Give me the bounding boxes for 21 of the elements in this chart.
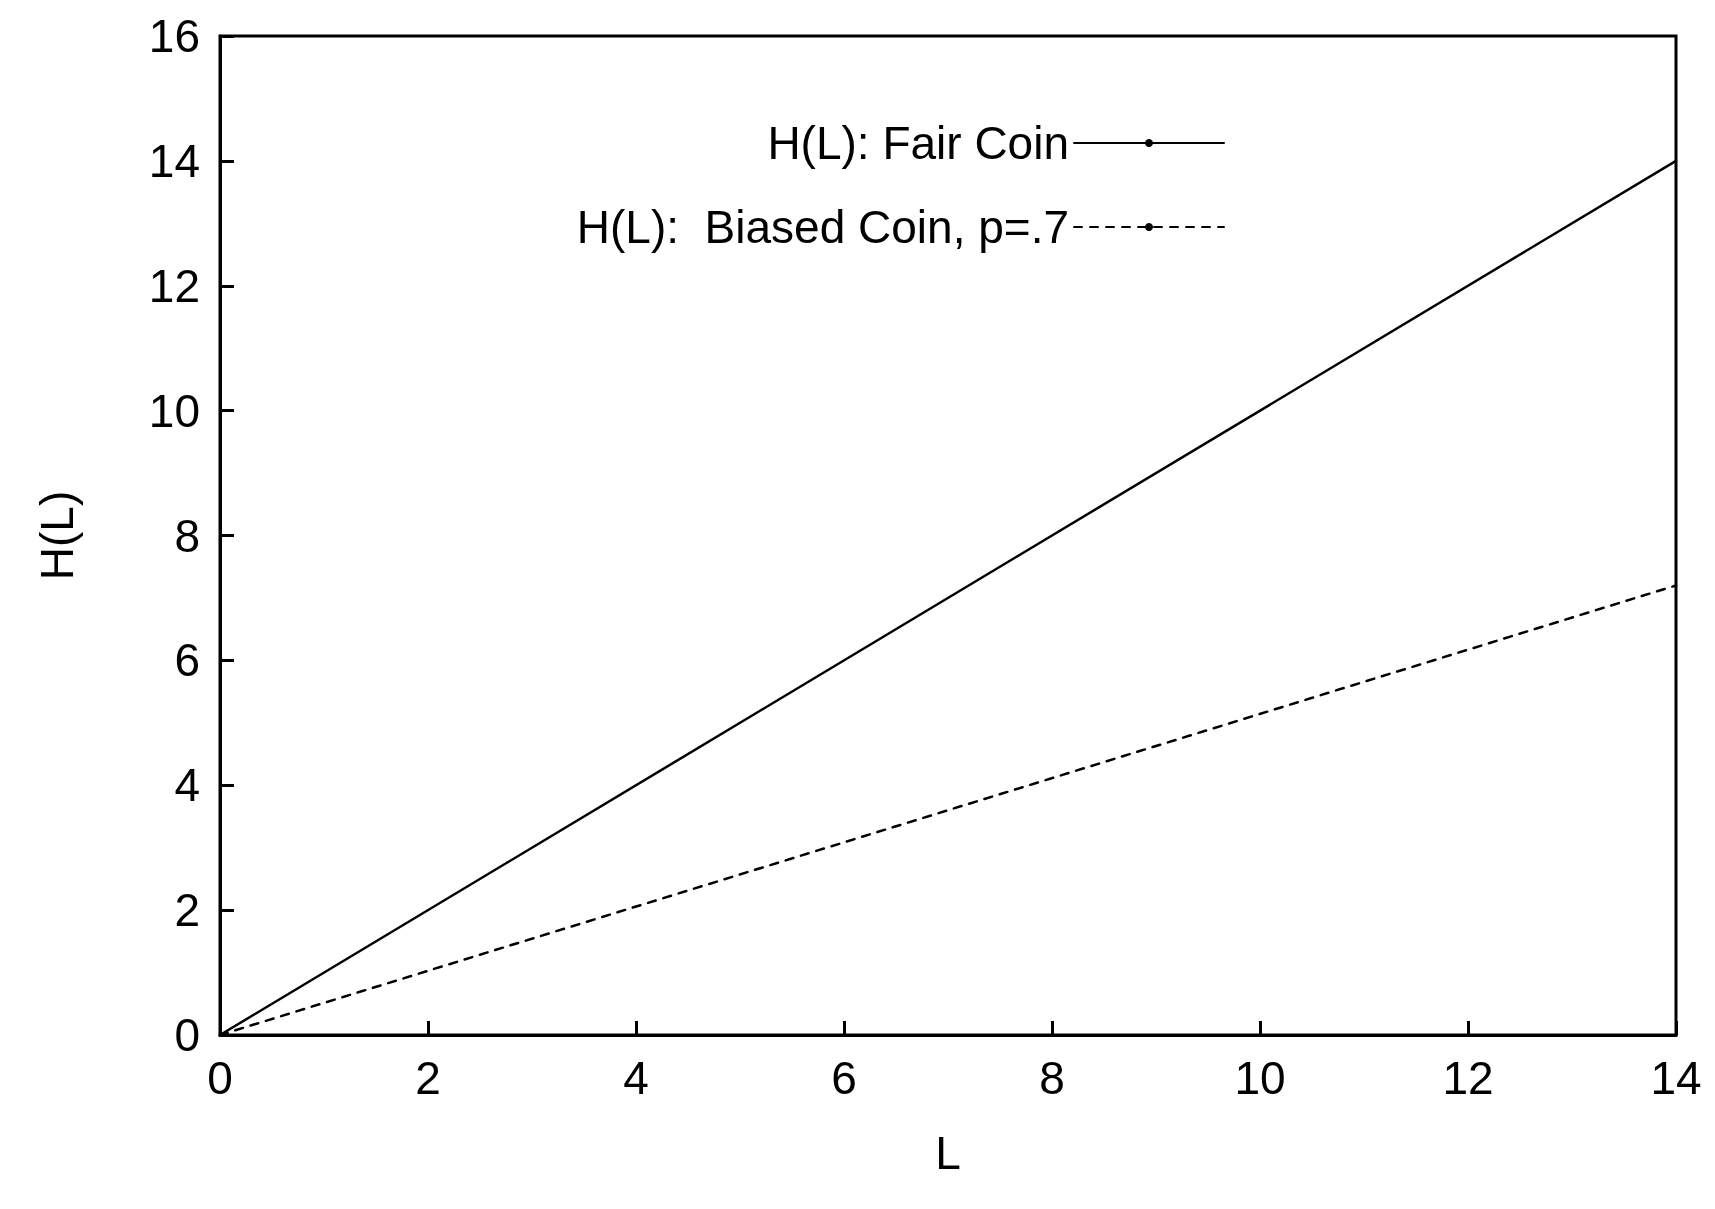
y-tick-label: 4: [174, 759, 200, 812]
x-tick-label: 0: [207, 1052, 233, 1104]
x-tick-label: 14: [1650, 1052, 1702, 1104]
x-tick-label: 6: [831, 1052, 857, 1104]
x-tick-label: 8: [1039, 1052, 1065, 1104]
y-tick-label: 8: [174, 509, 200, 562]
x-axis-title: L: [935, 1127, 961, 1179]
y-tick-label: 12: [148, 259, 200, 312]
x-tick-label: 4: [623, 1052, 649, 1104]
y-tick-label: 0: [174, 1009, 200, 1061]
y-tick-label: 2: [174, 884, 200, 937]
y-tick-label: 16: [148, 10, 200, 62]
legend-label: H(L): Biased Coin, p=.7: [576, 201, 1069, 253]
y-tick-label: 14: [148, 134, 200, 187]
y-tick-label: 10: [148, 384, 200, 437]
legend-label: H(L): Fair Coin: [767, 117, 1069, 169]
x-tick-label: 10: [1234, 1052, 1286, 1104]
x-tick-label: 2: [415, 1052, 441, 1104]
y-tick-label: 6: [174, 634, 200, 687]
y-axis-title: H(L): [31, 490, 83, 581]
x-tick-label: 12: [1442, 1052, 1494, 1104]
